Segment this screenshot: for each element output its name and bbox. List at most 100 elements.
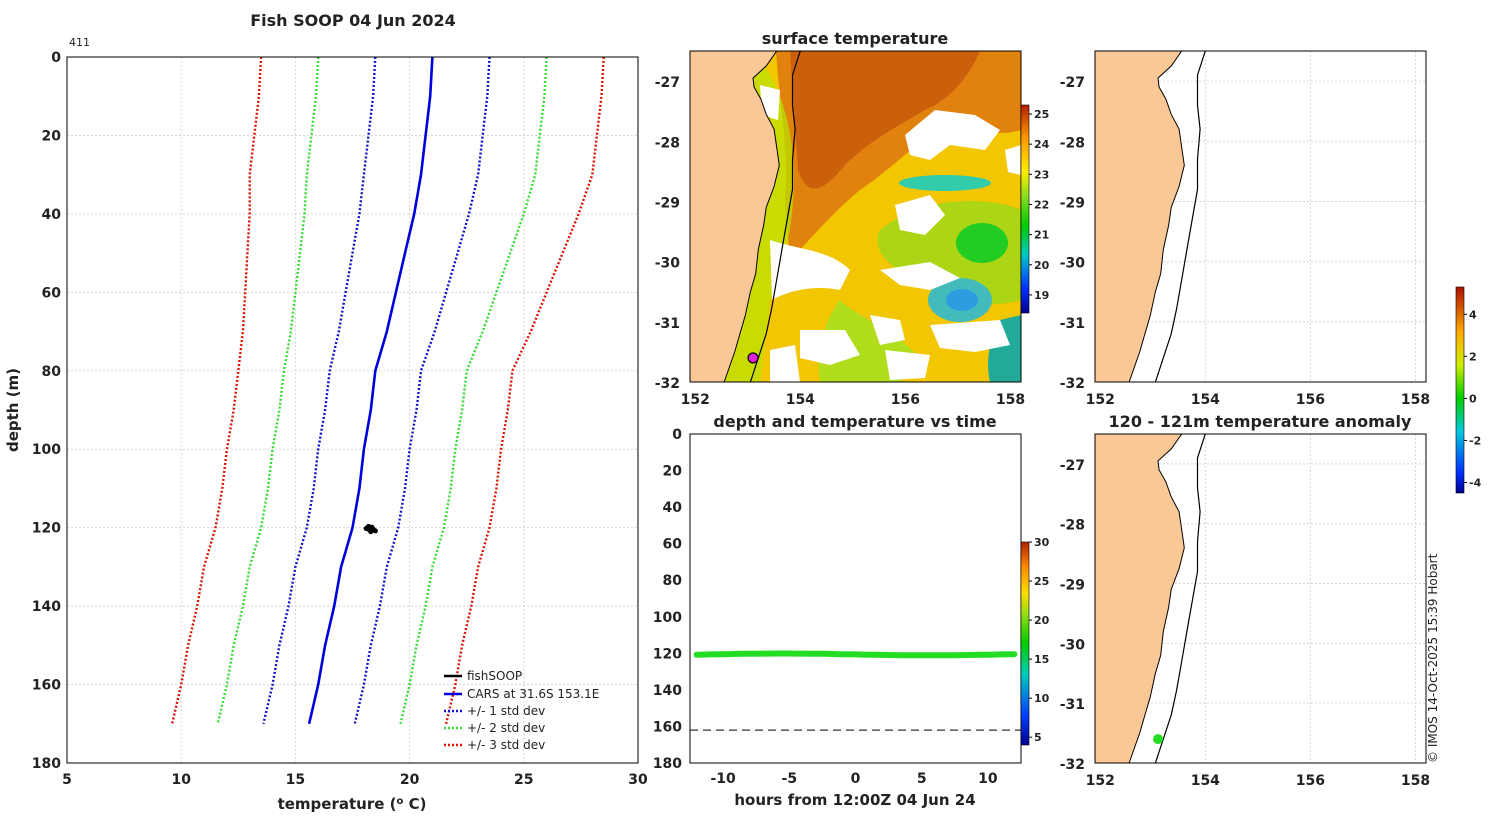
tr-lon-label: 152 — [1086, 392, 1115, 408]
legend-std3: +/- 3 std dev — [467, 738, 545, 752]
depth-time-ytick-label: 0 — [672, 427, 682, 443]
an-lon-label: 156 — [1296, 773, 1325, 789]
depth-time-ytick-label: 180 — [653, 756, 682, 772]
sst-colorbar-label: 20 — [1034, 259, 1050, 272]
an-lat-label: -32 — [1060, 757, 1085, 773]
tr-lat-label: -32 — [1060, 376, 1085, 392]
profile-xtick-label: 10 — [171, 772, 191, 788]
sst-cool-eddy-core — [946, 289, 978, 311]
profile-ytick-label: 180 — [32, 756, 61, 772]
sst-cloud-mask — [760, 85, 1021, 382]
anomaly-colorbar-label: 0 — [1469, 392, 1477, 405]
profile-xlabel: temperature (o C) — [278, 795, 427, 813]
anomaly-map-box — [1094, 433, 1427, 764]
top-right-land-mass — [1095, 51, 1185, 382]
depth-time-colorbar-label: 5 — [1034, 731, 1042, 744]
anomaly-plot — [1095, 434, 1206, 763]
series-plus-3-std — [444, 57, 605, 725]
profile-ticks: 5 10 15 20 25 30 0 20 40 60 80 100 120 140 160 180 — [32, 50, 648, 788]
an-lat-label: -28 — [1060, 518, 1085, 534]
sst-lon-label: 158 — [996, 392, 1025, 408]
tr-lon-label: 154 — [1191, 392, 1220, 408]
sst-colorbar-label: 23 — [1034, 168, 1049, 181]
sst-shelf-contour — [749, 51, 801, 382]
series-plus-2-std — [399, 57, 548, 725]
imos-credit: © IMOS 14-Oct-2025 15:39 Hobart — [1426, 553, 1440, 763]
sst-lat-label: -32 — [655, 376, 680, 392]
depth-time-xtick-label: -10 — [710, 771, 736, 787]
depth-time-axes-box — [689, 433, 1022, 764]
sst-colorbar-label: 24 — [1034, 138, 1050, 151]
depth-time-ytick-label: 20 — [663, 464, 683, 480]
sst-colorbar-label: 19 — [1034, 289, 1049, 302]
profile-grid — [66, 56, 639, 764]
depth-time-colorbar-label: 20 — [1034, 614, 1050, 627]
legend-cars: CARS at 31.6S 153.1E — [467, 687, 599, 701]
profile-ytick-label: 20 — [42, 128, 62, 144]
depth-time-colorbar-label: 25 — [1034, 575, 1049, 588]
profile-xtick-label: 5 — [62, 772, 72, 788]
tr-lat-label: -30 — [1060, 256, 1086, 272]
anomaly-colorbar — [1455, 286, 1465, 494]
anomaly-colorbar-label: 4 — [1469, 308, 1477, 321]
depth-time-ytick-label: 140 — [653, 683, 682, 699]
depth-time-ytick-label: 60 — [663, 537, 683, 553]
tr-lat-label: -27 — [1060, 75, 1085, 91]
profile-ylabel: depth (m) — [4, 368, 22, 452]
fishsoop-point — [369, 524, 375, 530]
anomaly-colorbar-label: -4 — [1469, 476, 1482, 489]
series-plus-1-std — [353, 57, 491, 725]
depth-time-series — [690, 650, 1021, 731]
depth-time-xtick-label: 5 — [917, 771, 927, 787]
sst-map-title: surface temperature — [762, 29, 949, 48]
depth-time-title: depth and temperature vs time — [713, 412, 996, 431]
depth-time-ytick-label: 120 — [653, 646, 682, 662]
tr-lon-label: 156 — [1296, 392, 1325, 408]
depth-time-ytick-label: 160 — [653, 719, 682, 735]
sst-map-plot — [690, 51, 1021, 382]
profile-ytick-label: 140 — [32, 599, 61, 615]
depth-time-ytick-label: 100 — [653, 610, 682, 626]
sst-lon-label: 154 — [786, 392, 815, 408]
an-lat-label: -29 — [1060, 578, 1085, 594]
profile-xtick-label: 20 — [400, 772, 420, 788]
profile-legend: fishSOOP CARS at 31.6S 153.1E +/- 1 std … — [444, 669, 599, 752]
sst-lat-label: -27 — [655, 75, 680, 91]
sst-colorbar-label: 25 — [1034, 108, 1049, 121]
sst-colorbar-label: 21 — [1034, 229, 1049, 242]
sst-lon-label: 156 — [891, 392, 920, 408]
sst-colorbar-label: 22 — [1034, 198, 1049, 211]
depth-time-xtick-label: 10 — [978, 771, 998, 787]
top-right-ticks: 152 154 156 158 -27 -28 -29 -30 -31 -32 — [1060, 75, 1430, 408]
fishsoop-point — [372, 528, 378, 534]
tr-lat-label: -28 — [1060, 135, 1085, 151]
profile-axes-box — [66, 56, 639, 764]
depth-time-panel: depth and temperature vs time -10 -5 0 5 100… — [653, 412, 1050, 809]
an-lat-label: -27 — [1060, 458, 1085, 474]
anomaly-colorbar-label: -2 — [1469, 434, 1481, 447]
top-right-plot — [1095, 51, 1206, 382]
sst-land-mass — [690, 51, 780, 382]
series-cars-mean — [307, 57, 434, 725]
an-lat-label: -30 — [1060, 637, 1086, 653]
profile-title: Fish SOOP 04 Jun 2024 — [250, 11, 456, 30]
profile-ytick-label: 160 — [32, 678, 61, 694]
sst-lon-label: 152 — [681, 392, 710, 408]
legend-std2: +/- 2 std dev — [467, 721, 545, 735]
sst-cool-eddy-1 — [956, 223, 1008, 263]
an-lon-label: 152 — [1086, 773, 1115, 789]
depth-time-observations — [693, 650, 1018, 659]
profile-xtick-label: 15 — [286, 772, 305, 788]
tr-lon-label: 158 — [1401, 392, 1430, 408]
sst-map-ticks: 152 154 156 158 -27 -28 -29 -30 -31 -32 — [655, 75, 1025, 408]
top-right-map-panel: 152 154 156 158 -27 -28 -29 -30 -31 -32 — [1060, 50, 1430, 408]
anomaly-colorbar-ticks: -4 -2 0 2 4 — [1464, 308, 1482, 489]
profile-ytick-label: 40 — [42, 207, 62, 223]
tr-lat-label: -29 — [1060, 195, 1085, 211]
depth-time-colorbar-label: 30 — [1034, 536, 1050, 549]
profile-ytick-label: 120 — [32, 521, 61, 537]
depth-time-ytick-label: 80 — [663, 573, 683, 589]
profile-ytick-label: 60 — [42, 285, 62, 301]
sst-lat-label: -28 — [655, 135, 680, 151]
